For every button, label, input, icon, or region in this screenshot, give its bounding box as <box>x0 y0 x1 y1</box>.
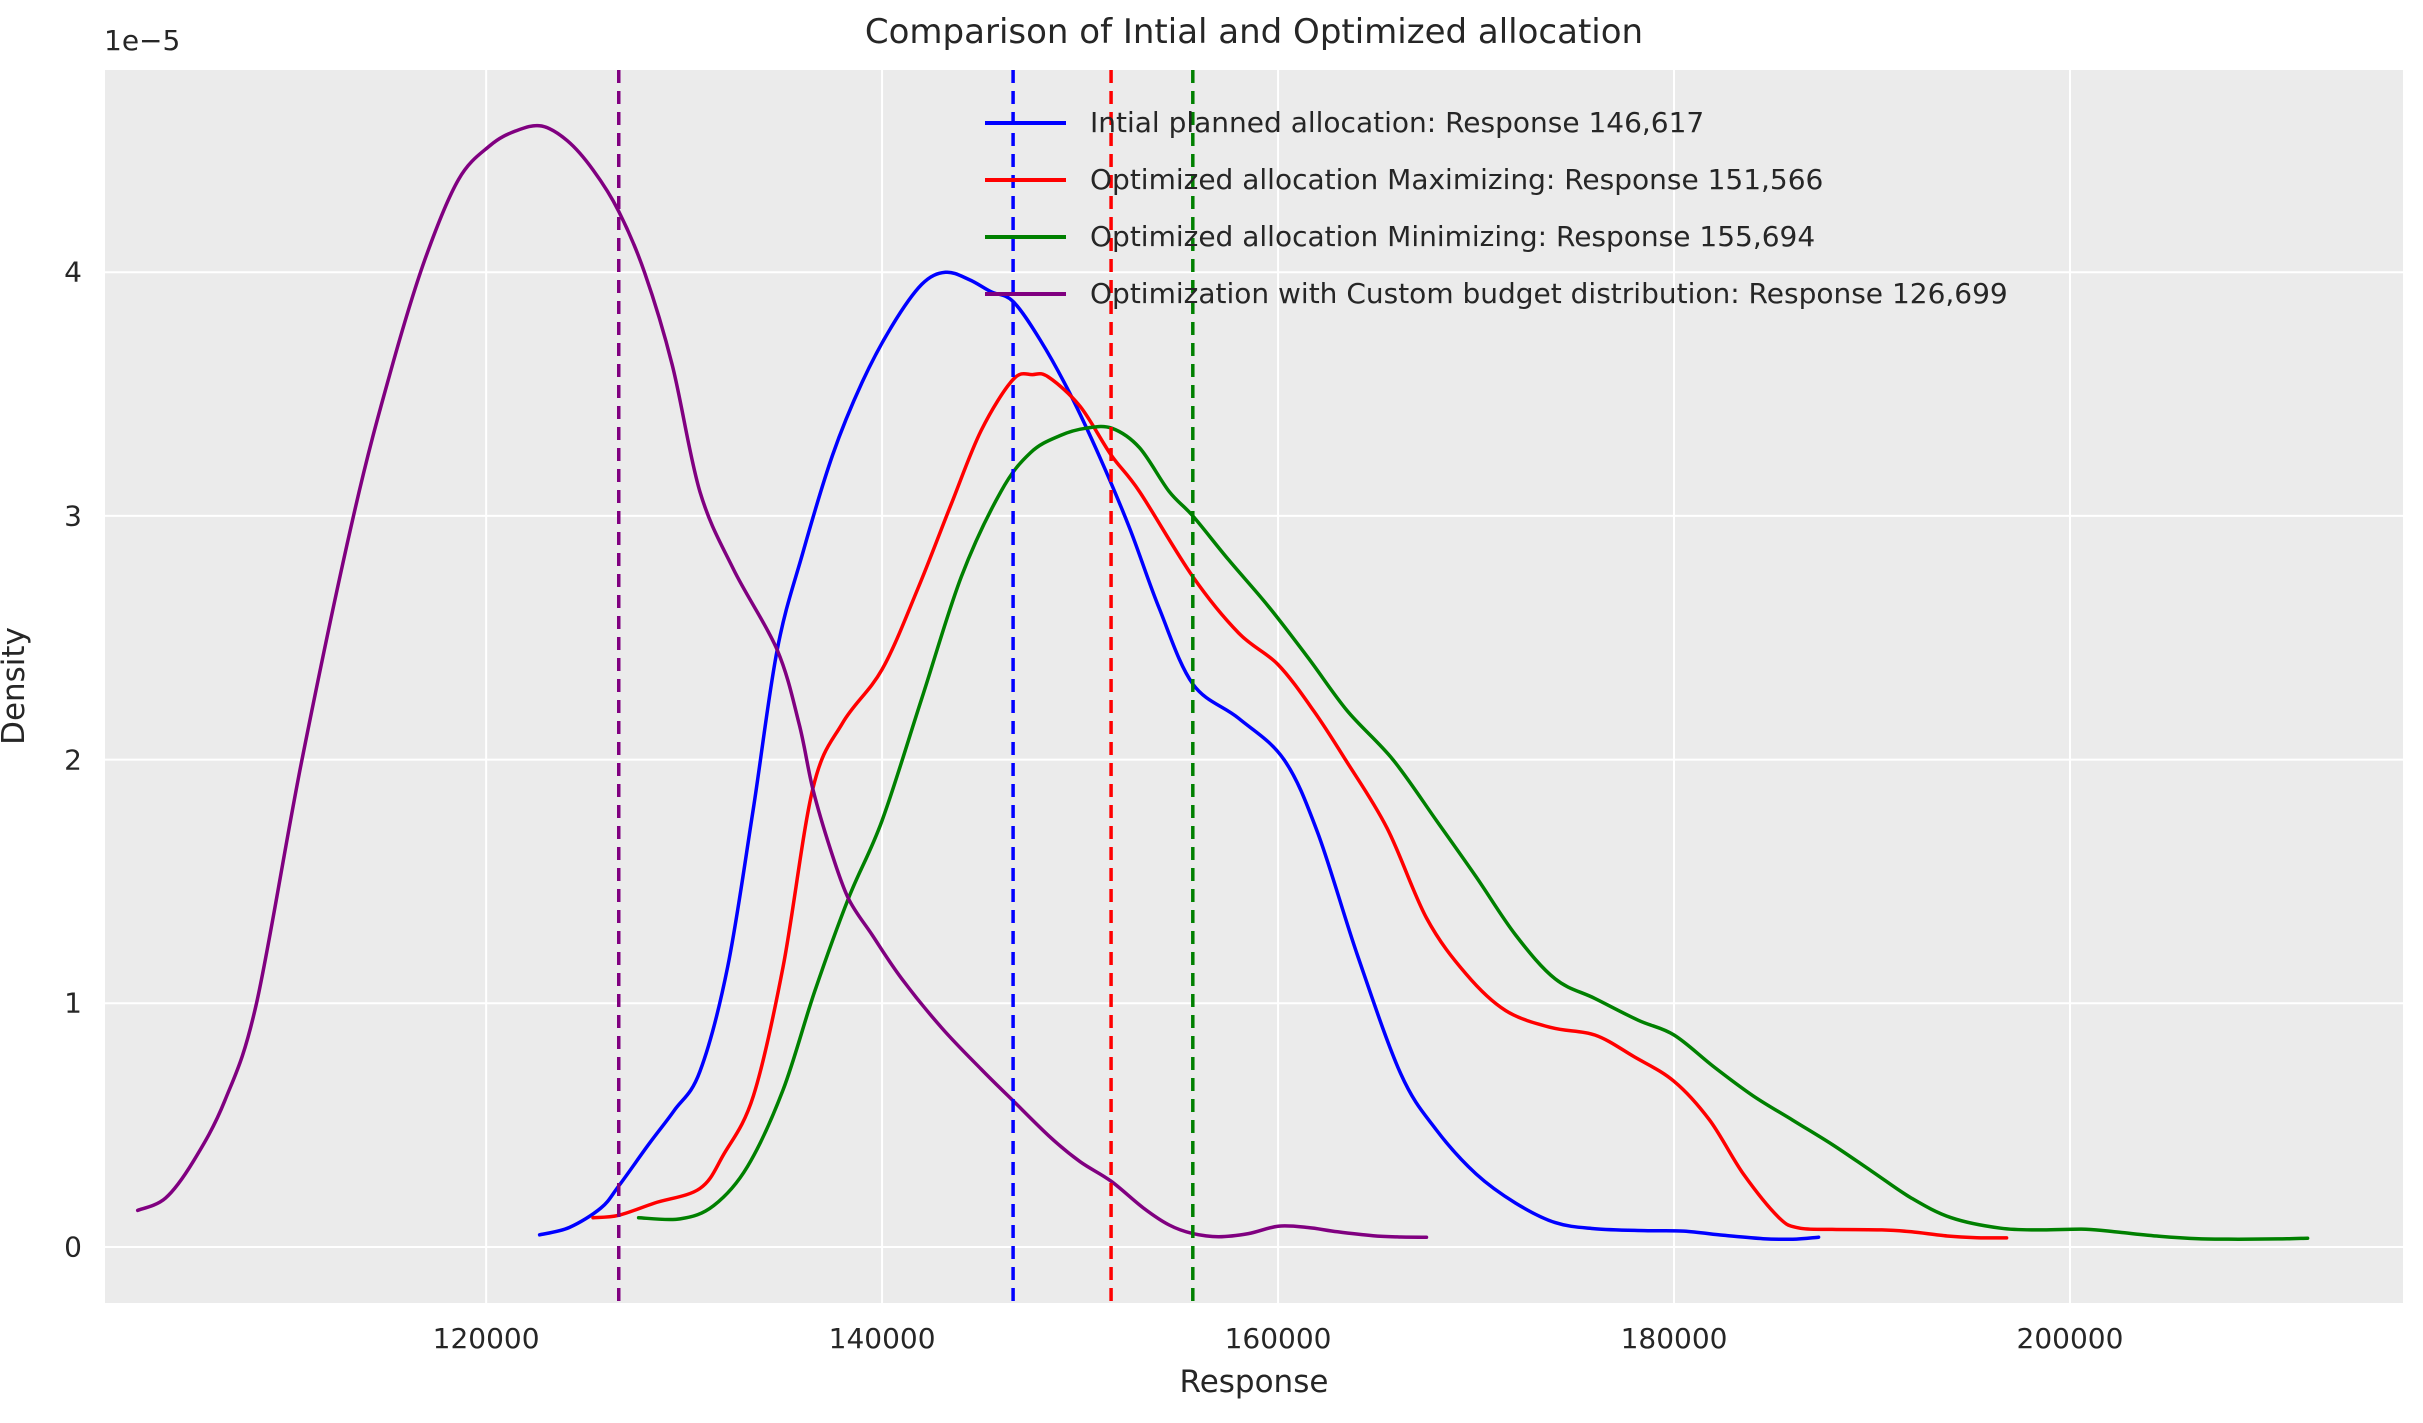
y-tick-label: 4 <box>64 255 82 289</box>
y-axis-offset-label: 1e−5 <box>104 24 181 57</box>
x-axis-label: Response <box>1179 1364 1329 1400</box>
legend-line-swatch-red <box>985 177 1066 182</box>
legend-label: Intial planned allocation: Response 146,… <box>1090 106 1705 139</box>
legend-item-custom: Optimization with Custom budget distribu… <box>985 265 2008 322</box>
legend-item-minimizing: Optimized allocation Minimizing: Respons… <box>985 208 2008 265</box>
x-tick-label: 180000 <box>1620 1322 1728 1355</box>
y-tick-label: 1 <box>64 986 82 1020</box>
legend-label: Optimized allocation Maximizing: Respons… <box>1090 163 1824 196</box>
x-tick-label: 120000 <box>432 1322 540 1355</box>
y-axis-label: Density <box>0 627 32 745</box>
kde-curve-optimized-allocation-maximizing <box>591 371 2009 1240</box>
chart-legend: Intial planned allocation: Response 146,… <box>985 94 2008 322</box>
legend-line-swatch-green <box>985 234 1066 239</box>
kde-curve-optimized-allocation-minimizing <box>636 424 2310 1241</box>
legend-label: Optimization with Custom budget distribu… <box>1090 277 2008 310</box>
y-tick-label: 3 <box>64 499 82 533</box>
legend-item-maximizing: Optimized allocation Maximizing: Respons… <box>985 151 2008 208</box>
legend-line-swatch-blue <box>985 120 1066 125</box>
legend-label: Optimized allocation Minimizing: Respons… <box>1090 220 1816 253</box>
y-tick-label: 0 <box>64 1230 82 1264</box>
chart-title: Comparison of Intial and Optimized alloc… <box>864 12 1644 52</box>
x-tick-label: 140000 <box>828 1322 936 1355</box>
kde-curve-intial-planned-allocation <box>537 270 1821 1242</box>
y-tick-label: 2 <box>64 743 82 777</box>
x-tick-label: 160000 <box>1224 1322 1332 1355</box>
x-tick-label: 200000 <box>2016 1322 2124 1355</box>
plot-area <box>105 70 2403 1303</box>
legend-line-swatch-purple <box>985 291 1066 296</box>
legend-item-initial: Intial planned allocation: Response 146,… <box>985 94 2008 151</box>
